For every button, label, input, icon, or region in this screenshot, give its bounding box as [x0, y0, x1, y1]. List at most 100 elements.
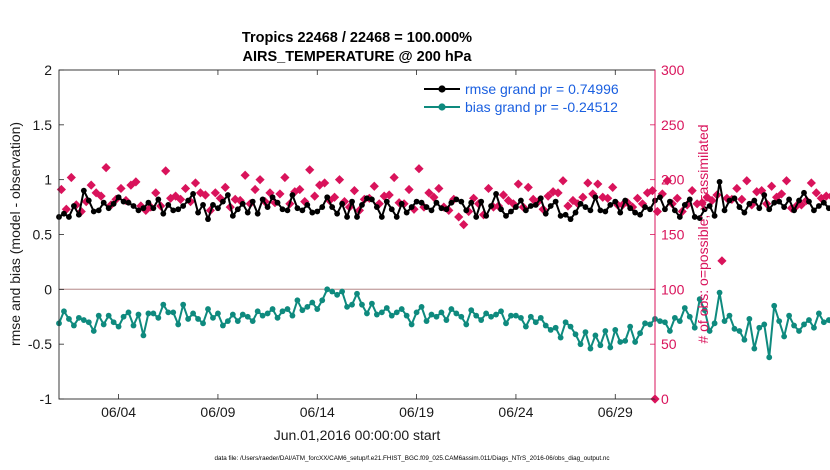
rmse-point — [552, 198, 559, 205]
rmse-point — [329, 204, 336, 210]
bias-point — [642, 320, 648, 327]
rmse-point — [716, 178, 723, 185]
bias-point — [215, 310, 221, 317]
bias-point — [756, 324, 763, 331]
obs-count-marker — [220, 182, 230, 192]
bias-point — [806, 317, 812, 323]
rmse-point — [180, 203, 187, 209]
obs-count-marker — [632, 193, 643, 203]
rmse-point — [557, 212, 564, 219]
obs-count-marker — [692, 199, 702, 209]
bias-point — [751, 345, 758, 352]
rmse-point — [125, 199, 132, 206]
rmse-point — [806, 198, 812, 205]
rmse-point — [80, 187, 87, 194]
rmse-point — [657, 194, 663, 201]
obs-count-marker — [742, 176, 752, 186]
bias-point — [627, 323, 634, 330]
bias-point — [195, 316, 201, 322]
obs-count-marker — [811, 188, 821, 198]
obs-count-marker — [66, 172, 76, 183]
rmse-point — [438, 205, 445, 212]
obs-count-marker — [255, 175, 265, 185]
obs-count-marker — [240, 170, 250, 180]
rmse-point — [681, 201, 688, 208]
obs-count-marker — [662, 176, 672, 186]
bias-point — [721, 318, 728, 325]
rmse-point — [66, 214, 72, 220]
right-tick-label: 150 — [661, 227, 685, 243]
rmse-point — [294, 205, 301, 212]
rmse-point — [304, 201, 311, 208]
bias-point — [438, 309, 445, 316]
rmse-point — [229, 212, 236, 219]
rmse-point — [160, 210, 167, 217]
bias-point — [369, 300, 375, 307]
legend: rmse grand pr = 0.74996 bias grand pr = … — [420, 76, 649, 116]
bias-point — [145, 310, 152, 317]
rmse-point — [339, 200, 345, 207]
obs-count-marker — [806, 178, 816, 188]
rmse-point — [433, 199, 440, 206]
bias-point — [567, 323, 574, 330]
rmse-point — [364, 195, 370, 202]
rmse-point — [319, 204, 326, 210]
plot-background — [59, 70, 655, 399]
rmse-point — [463, 207, 470, 214]
bias-point — [423, 318, 430, 325]
obs-count-marker — [96, 191, 106, 201]
rmse-point — [453, 196, 460, 203]
obs-count-marker — [558, 176, 568, 186]
right-tick-label: 200 — [661, 172, 685, 188]
x-tick-label: 06/19 — [399, 404, 434, 420]
y-axis-label-left: rmse and bias (model - observation) — [7, 122, 23, 346]
bias-point — [776, 318, 783, 325]
right-tick-label: 100 — [661, 281, 685, 297]
bias-point — [483, 310, 490, 317]
rmse-point — [383, 198, 390, 205]
rmse-point — [344, 214, 350, 220]
obs-count-marker — [101, 163, 111, 173]
bias-point — [676, 318, 683, 325]
rmse-point — [398, 200, 405, 207]
x-axis-label: Jun.01,2016 00:00:00 start — [274, 427, 441, 443]
rmse-point — [796, 197, 802, 204]
bias-point — [200, 320, 206, 327]
rmse-point — [120, 198, 127, 205]
rmse-point — [577, 200, 584, 207]
rmse-point — [488, 203, 494, 209]
bias-point — [373, 311, 380, 318]
chart-title-line2: AIRS_TEMPERATURE @ 200 hPa — [242, 49, 472, 65]
bias-point — [388, 312, 395, 319]
rmse-point — [220, 198, 226, 205]
obs-count-marker — [429, 192, 439, 202]
obs-count-marker — [603, 193, 613, 203]
bias-point — [547, 327, 554, 333]
rmse-point — [190, 191, 197, 197]
right-tick-label: 0 — [661, 391, 669, 407]
rmse-point — [801, 189, 807, 196]
rmse-point — [354, 214, 360, 220]
bias-point — [696, 296, 703, 303]
rmse-point — [825, 205, 830, 212]
bias-point — [473, 312, 480, 319]
bias-point — [527, 313, 534, 320]
left-tick-label: 2 — [44, 62, 52, 78]
bias-point — [284, 306, 291, 312]
bias-point — [413, 309, 420, 316]
rmse-point — [443, 206, 450, 213]
rmse-point — [100, 199, 107, 206]
obs-count-marker — [583, 178, 593, 188]
rmse-point — [542, 210, 549, 217]
bias-point — [632, 339, 639, 345]
rmse-point — [205, 216, 211, 223]
rmse-point — [756, 205, 763, 212]
bias-point — [537, 314, 544, 321]
bias-point — [125, 309, 132, 316]
rmse-point — [185, 197, 192, 204]
bias-point — [403, 312, 410, 319]
bias-point — [716, 289, 723, 296]
obs-count-marker — [454, 212, 464, 222]
obs-count-marker — [548, 187, 558, 197]
obs-count-marker — [493, 201, 504, 211]
